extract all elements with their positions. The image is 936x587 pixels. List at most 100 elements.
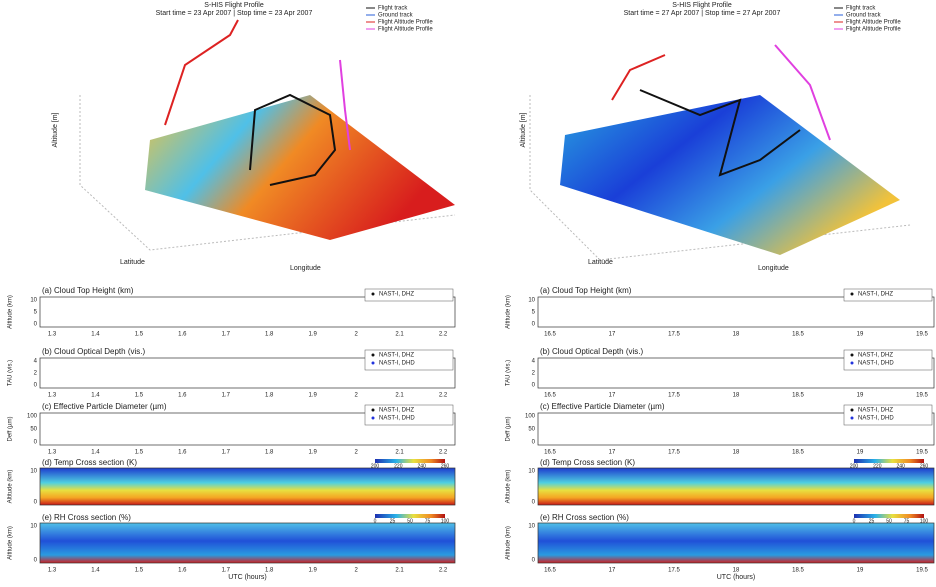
x-tick-label: 2.1 <box>395 332 404 338</box>
legend-label: NAST-I, DHZ <box>379 353 414 359</box>
colorbar-label: 240 <box>896 463 905 469</box>
legend-marker <box>851 409 854 412</box>
x-tick-label: 1.3 <box>48 332 57 338</box>
legend-label: NAST-I, DHD <box>858 416 894 422</box>
x-tick-label: 2.1 <box>395 450 404 456</box>
x-tick-label: 1.7 <box>222 450 231 456</box>
colorbar-label: 240 <box>417 463 426 469</box>
heatmap <box>538 523 934 563</box>
x-axis-label: UTC (hours) <box>228 574 267 581</box>
colorbar-label: 0 <box>374 518 377 524</box>
colorbar-label: 200 <box>850 463 859 469</box>
x-axis-label: UTC (hours) <box>717 574 756 581</box>
axis-label: Latitude <box>120 259 145 266</box>
x-tick-label: 16.5 <box>544 393 556 399</box>
x-tick-label: 2.2 <box>439 450 448 456</box>
map-title: S-HIS Flight Profile <box>672 2 732 9</box>
x-tick-label: 2.2 <box>439 393 448 399</box>
x-tick-label: 19.5 <box>916 393 928 399</box>
y-tick-label: 10 <box>30 469 37 475</box>
legend-label: NAST-I, DHZ <box>858 292 893 298</box>
x-tick-label: 18.5 <box>792 568 804 574</box>
x-tick-label: 17 <box>609 450 616 456</box>
x-tick-label: 2.1 <box>395 568 404 574</box>
x-tick-label: 19 <box>857 450 864 456</box>
panel-title: (a) Cloud Top Height (km) <box>540 286 632 295</box>
y-tick-label: 10 <box>30 298 37 304</box>
legend-label: Flight Altitude Profile <box>846 27 901 33</box>
legend-label: NAST-I, DHD <box>858 361 894 367</box>
legend-label: Ground track <box>378 13 414 19</box>
y-tick-label: 10 <box>528 469 535 475</box>
legend-marker <box>851 362 854 365</box>
y-tick-label: 0 <box>532 440 536 446</box>
x-tick-label: 19 <box>857 568 864 574</box>
x-tick-label: 1.7 <box>222 393 231 399</box>
figure: S-HIS Flight ProfileStart time = 23 Apr … <box>0 0 936 582</box>
x-tick-label: 1.4 <box>91 393 100 399</box>
y-tick-label: 5 <box>532 310 536 316</box>
panel-title: (a) Cloud Top Height (km) <box>42 286 134 295</box>
colorbar-label: 50 <box>886 518 892 524</box>
y-tick-label: 0 <box>34 500 38 506</box>
legend-label: NAST-I, DHZ <box>858 408 893 414</box>
y-axis-label: Altitude (km) <box>506 295 512 329</box>
y-tick-label: 100 <box>525 414 536 420</box>
x-tick-label: 1.9 <box>308 393 317 399</box>
y-axis-label: TAU (vis.) <box>8 360 14 386</box>
x-tick-label: 19.5 <box>916 332 928 338</box>
x-tick-label: 1.5 <box>135 450 144 456</box>
x-tick-label: 1.9 <box>308 450 317 456</box>
y-axis-label: Deff (µm) <box>8 416 14 441</box>
y-axis-label: Altitude (km) <box>506 470 512 504</box>
y-tick-label: 0 <box>34 558 38 564</box>
panel-title: (c) Effective Particle Diameter (µm) <box>540 402 665 411</box>
x-tick-label: 16.5 <box>544 568 556 574</box>
panel-title: (b) Cloud Optical Depth (vis.) <box>42 347 145 356</box>
x-tick-label: 17.5 <box>668 332 680 338</box>
legend-label: Flight track <box>846 6 876 12</box>
colorbar-label: 220 <box>394 463 403 469</box>
x-tick-label: 19 <box>857 332 864 338</box>
legend-label: Flight Altitude Profile <box>378 20 433 26</box>
x-tick-label: 18 <box>733 450 740 456</box>
legend-marker <box>372 417 375 420</box>
panel-title: (e) RH Cross section (%) <box>42 513 131 522</box>
legend-label: NAST-I, DHD <box>379 361 415 367</box>
colorbar <box>854 459 924 463</box>
y-tick-label: 2 <box>532 371 536 377</box>
x-tick-label: 17 <box>609 393 616 399</box>
x-tick-label: 1.6 <box>178 393 187 399</box>
map-left <box>80 20 455 250</box>
y-axis-label: Altitude (km) <box>8 470 14 504</box>
y-tick-label: 5 <box>34 310 38 316</box>
x-tick-label: 1.4 <box>91 332 100 338</box>
legend-marker <box>372 362 375 365</box>
x-tick-label: 17 <box>609 568 616 574</box>
x-tick-label: 16.5 <box>544 332 556 338</box>
axis-label: Longitude <box>290 265 321 272</box>
colorbar-label: 260 <box>920 463 929 469</box>
legend-marker <box>372 354 375 357</box>
x-tick-label: 1.7 <box>222 568 231 574</box>
colorbar <box>375 459 445 463</box>
x-tick-label: 18.5 <box>792 332 804 338</box>
colorbar-label: 100 <box>920 518 929 524</box>
map-right <box>530 45 910 260</box>
axis-label: Altitude [m] <box>52 112 59 147</box>
y-axis-label: Deff (µm) <box>506 416 512 441</box>
x-tick-label: 17.5 <box>668 450 680 456</box>
heatmap <box>40 468 455 505</box>
map-surface <box>560 95 900 255</box>
y-tick-label: 0 <box>34 440 38 446</box>
x-tick-label: 2 <box>354 568 358 574</box>
x-tick-label: 2.2 <box>439 568 448 574</box>
colorbar-label: 75 <box>425 518 431 524</box>
legend-marker <box>372 293 375 296</box>
axis-label: Longitude <box>758 265 789 272</box>
x-tick-label: 2 <box>354 393 358 399</box>
colorbar-label: 0 <box>853 518 856 524</box>
x-tick-label: 19 <box>857 393 864 399</box>
legend-label: NAST-I, DHZ <box>379 408 414 414</box>
map-title: S-HIS Flight Profile <box>204 2 264 9</box>
